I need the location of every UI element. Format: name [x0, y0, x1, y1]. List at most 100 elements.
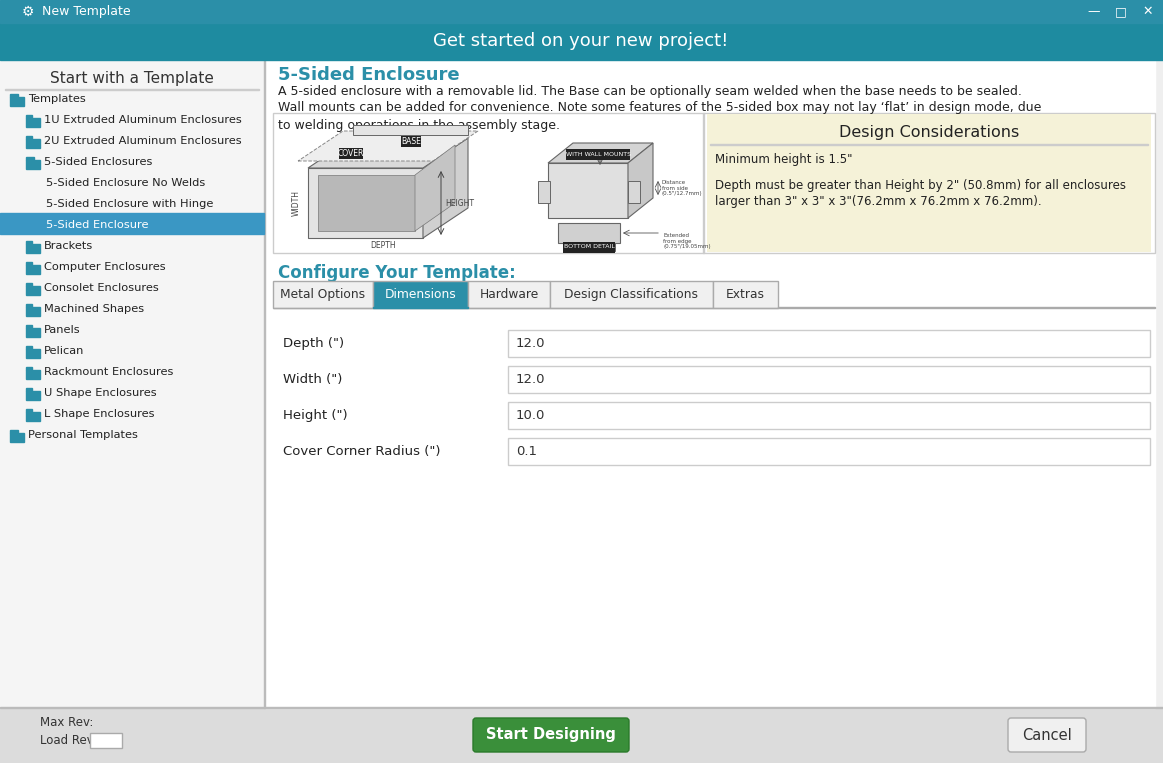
Text: Start Designing: Start Designing: [486, 727, 616, 742]
Bar: [563, 243, 615, 251]
Bar: [373, 281, 468, 308]
Text: 12.0: 12.0: [516, 337, 545, 350]
Bar: [10, 94, 17, 97]
Text: Get started on your new project!: Get started on your new project!: [434, 33, 729, 50]
Text: Start with a Template: Start with a Template: [50, 70, 214, 85]
Bar: [26, 118, 40, 127]
Bar: [26, 367, 33, 370]
Text: Panels: Panels: [44, 325, 80, 335]
Text: Configure Your Template:: Configure Your Template:: [278, 264, 515, 282]
Bar: [707, 114, 1151, 252]
Text: Depth must be greater than Height by 2" (50.8mm) for all enclosures: Depth must be greater than Height by 2" …: [715, 179, 1126, 192]
Text: Computer Enclosures: Computer Enclosures: [44, 262, 165, 272]
Text: U Shape Enclosures: U Shape Enclosures: [44, 388, 157, 398]
Text: 5-Sided Enclosure: 5-Sided Enclosure: [278, 66, 459, 84]
Text: 2U Extruded Aluminum Enclosures: 2U Extruded Aluminum Enclosures: [44, 136, 242, 146]
Text: WITH WALL MOUNTS: WITH WALL MOUNTS: [565, 152, 630, 156]
Text: Design Classifications: Design Classifications: [564, 288, 699, 301]
Text: Brackets: Brackets: [44, 241, 93, 251]
Text: 5-Sided Enclosures: 5-Sided Enclosures: [44, 157, 152, 167]
Bar: [0, 60, 1163, 708]
Bar: [508, 330, 1150, 357]
Text: Load Rev:: Load Rev:: [40, 735, 98, 748]
Bar: [0, 708, 1163, 763]
Polygon shape: [308, 168, 423, 238]
Bar: [0, 213, 264, 234]
Bar: [26, 157, 34, 160]
Text: COVER: COVER: [337, 149, 364, 157]
Polygon shape: [354, 125, 468, 135]
Bar: [26, 139, 40, 148]
Bar: [10, 97, 24, 106]
Text: Metal Options: Metal Options: [280, 288, 365, 301]
FancyBboxPatch shape: [473, 718, 629, 752]
Text: —: —: [1087, 5, 1100, 18]
Polygon shape: [415, 145, 455, 231]
Bar: [26, 160, 40, 169]
Bar: [401, 136, 421, 146]
Bar: [26, 349, 40, 358]
Text: 5-Sided Enclosure with Hinge: 5-Sided Enclosure with Hinge: [47, 199, 213, 209]
Bar: [26, 136, 33, 139]
Text: Max Rev:: Max Rev:: [40, 716, 93, 729]
Bar: [778, 307, 1155, 308]
Bar: [373, 307, 468, 308]
Bar: [265, 60, 1155, 708]
Bar: [5, 89, 259, 90]
Text: Width ("): Width ("): [283, 373, 342, 386]
Text: Extras: Extras: [726, 288, 765, 301]
Text: HEIGHT: HEIGHT: [445, 198, 475, 208]
Text: Cover Corner Radius ("): Cover Corner Radius ("): [283, 445, 441, 458]
Text: ✕: ✕: [1143, 5, 1154, 18]
Text: Consolet Enclosures: Consolet Enclosures: [44, 283, 159, 293]
Bar: [0, 707, 1163, 708]
Bar: [26, 265, 40, 274]
Bar: [10, 433, 24, 442]
Bar: [709, 144, 1148, 145]
Polygon shape: [423, 138, 468, 238]
Text: 5-Sided Enclosure: 5-Sided Enclosure: [47, 220, 149, 230]
Text: Depth ("): Depth ("): [283, 337, 344, 350]
Text: BOTTOM DETAIL: BOTTOM DETAIL: [564, 244, 614, 250]
Bar: [508, 438, 1150, 465]
Bar: [26, 286, 40, 295]
Text: 10.0: 10.0: [516, 409, 545, 422]
Text: 12.0: 12.0: [516, 373, 545, 386]
Bar: [10, 430, 17, 433]
Bar: [26, 328, 40, 337]
Text: A 5-sided enclosure with a removable lid. The Base can be optionally seam welded: A 5-sided enclosure with a removable lid…: [278, 85, 1022, 98]
Text: BASE: BASE: [401, 137, 421, 146]
Bar: [713, 281, 778, 308]
Text: Extended
from edge
(0.75"/19.05mm): Extended from edge (0.75"/19.05mm): [663, 233, 711, 250]
Bar: [273, 113, 1155, 253]
Bar: [26, 412, 40, 421]
Text: Machined Shapes: Machined Shapes: [44, 304, 144, 314]
Bar: [538, 181, 550, 203]
Text: Height ("): Height ("): [283, 409, 348, 422]
Polygon shape: [548, 143, 652, 163]
Bar: [563, 242, 615, 253]
Text: 5-Sided Enclosure No Welds: 5-Sided Enclosure No Welds: [47, 178, 205, 188]
Text: □: □: [1115, 5, 1127, 18]
Text: DEPTH: DEPTH: [370, 240, 395, 250]
Text: Minimum height is 1.5": Minimum height is 1.5": [715, 153, 852, 166]
Text: New Template: New Template: [42, 5, 130, 18]
Text: WIDTH: WIDTH: [292, 190, 300, 216]
Bar: [26, 391, 40, 400]
Bar: [566, 149, 630, 159]
Bar: [26, 325, 33, 328]
Text: Wall mounts can be added for convenience. Note some features of the 5-sided box : Wall mounts can be added for convenience…: [278, 101, 1041, 114]
Text: Pelican: Pelican: [44, 346, 85, 356]
Polygon shape: [548, 163, 628, 218]
Text: L Shape Enclosures: L Shape Enclosures: [44, 409, 155, 419]
Bar: [90, 733, 122, 748]
Bar: [550, 281, 713, 308]
Text: larger than 3" x 3" x 3"(76.2mm x 76.2mm x 76.2mm).: larger than 3" x 3" x 3"(76.2mm x 76.2mm…: [715, 195, 1042, 208]
Bar: [558, 223, 620, 243]
Bar: [26, 244, 40, 253]
Bar: [26, 307, 40, 316]
Text: to welding operations in the assembly stage.: to welding operations in the assembly st…: [278, 118, 561, 131]
Bar: [26, 304, 33, 307]
Text: Hardware: Hardware: [479, 288, 538, 301]
Bar: [0, 60, 264, 708]
